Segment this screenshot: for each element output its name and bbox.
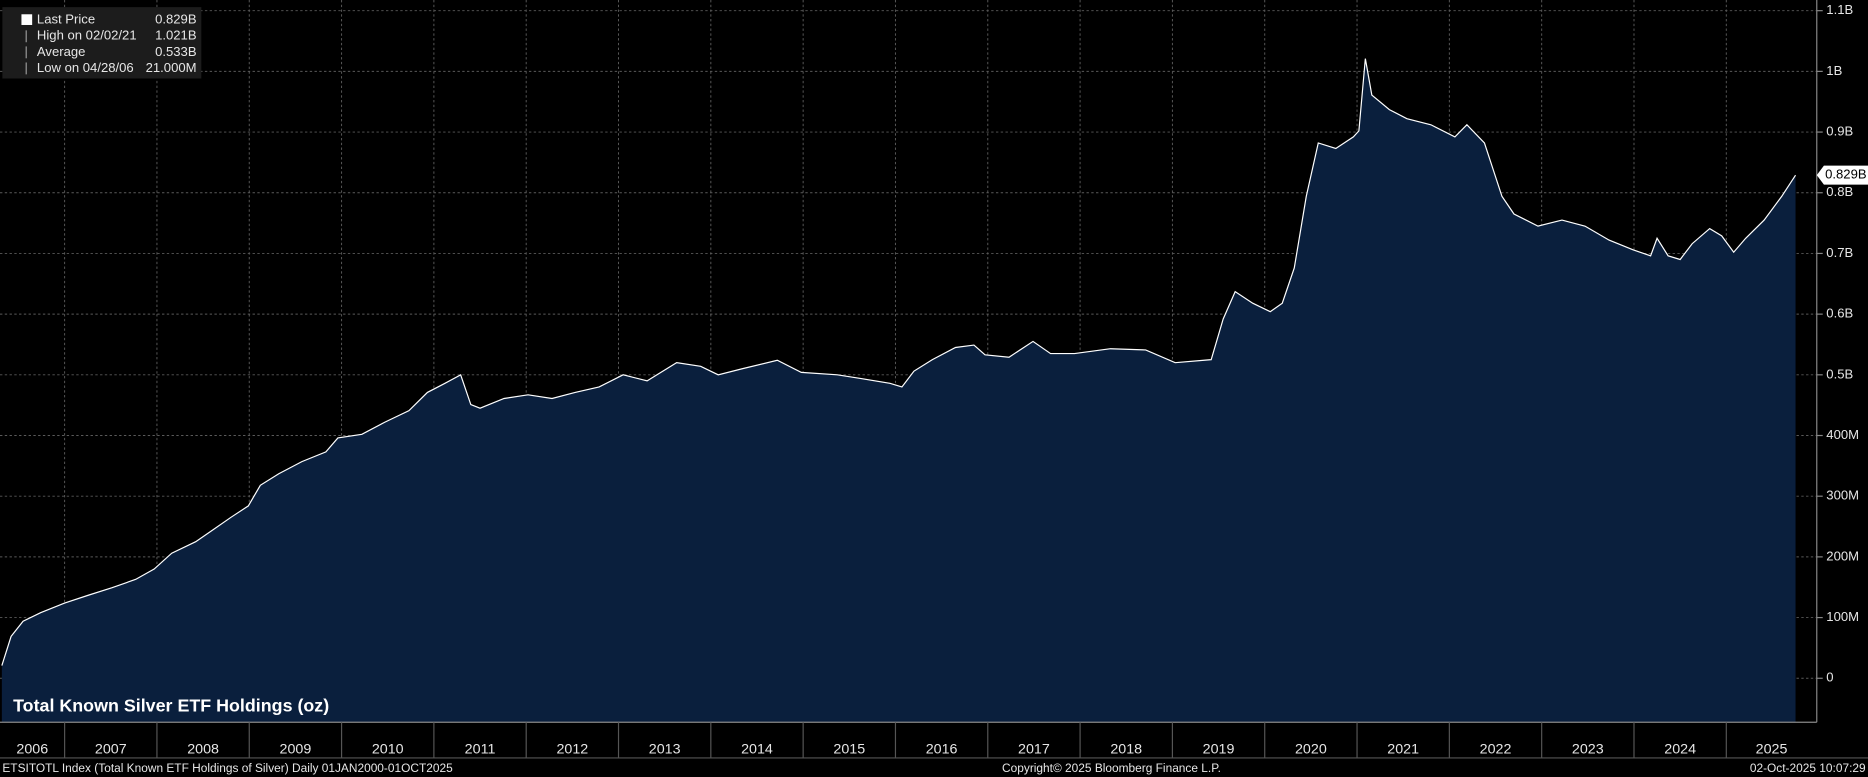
x-tick-label: 2019: [1203, 741, 1235, 757]
footer-center: Copyright© 2025 Bloomberg Finance L.P.: [1002, 761, 1221, 775]
x-tick-label: 2022: [1480, 741, 1512, 757]
x-tick-label: 2012: [556, 741, 588, 757]
legend-name: High on 02/02/21: [37, 28, 137, 43]
x-tick-label: 2013: [649, 741, 681, 757]
x-tick-label: 2024: [1664, 741, 1696, 757]
x-tick-label: 2009: [280, 741, 312, 757]
legend-value: 21.000M: [146, 60, 197, 75]
last-price-label: 0.829B: [1825, 167, 1867, 182]
footer-left: ETSITOTL Index (Total Known ETF Holdings…: [2, 761, 453, 775]
legend-swatch: [21, 14, 33, 25]
x-tick-label: 2006: [16, 741, 48, 757]
y-tick-label: 0.5B: [1826, 366, 1853, 381]
x-tick-label: 2010: [372, 741, 404, 757]
x-tick-label: 2017: [1018, 741, 1050, 757]
chart-title: Total Known Silver ETF Holdings (oz): [13, 696, 329, 716]
x-tick-label: 2014: [741, 741, 773, 757]
y-tick-label: 1.1B: [1826, 2, 1853, 17]
x-tick-label: 2016: [926, 741, 958, 757]
y-tick-label: 0.6B: [1826, 306, 1853, 321]
y-tick-label: 0: [1826, 670, 1833, 685]
y-tick-label: 200M: [1826, 548, 1859, 563]
x-tick-label: 2020: [1295, 741, 1327, 757]
legend-box: [2, 7, 202, 79]
y-tick-label: 1B: [1826, 63, 1842, 78]
legend-name: Average: [37, 44, 86, 59]
x-tick-label: 2023: [1572, 741, 1604, 757]
x-tick-label: 2008: [187, 741, 219, 757]
legend-name: Low on 04/28/06: [37, 60, 134, 75]
y-tick-label: 100M: [1826, 609, 1859, 624]
x-tick-label: 2015: [833, 741, 865, 757]
x-tick-label: 2018: [1110, 741, 1142, 757]
x-tick-label: 2011: [465, 741, 496, 757]
x-tick-label: 2007: [95, 741, 127, 757]
x-tick-label: 2025: [1756, 741, 1788, 757]
legend-name: Last Price: [37, 12, 95, 27]
area: [1, 58, 1796, 723]
plot: [1, 58, 1797, 723]
y-tick-label: 0.9B: [1826, 124, 1853, 139]
last-price-tag: [1816, 165, 1868, 185]
y-tick-label: 0.7B: [1826, 245, 1853, 260]
legend-value: 0.533B: [155, 44, 197, 59]
legend-value: 1.021B: [155, 28, 197, 43]
y-tick-label: 400M: [1826, 427, 1859, 442]
legend-value: 0.829B: [155, 12, 197, 27]
footer-right: 02-Oct-2025 10:07:29: [1750, 761, 1866, 775]
y-tick-label: 300M: [1826, 488, 1859, 503]
x-tick-label: 2021: [1387, 741, 1419, 757]
line: [1, 58, 1797, 666]
y-tick-label: 0.8B: [1826, 184, 1853, 199]
